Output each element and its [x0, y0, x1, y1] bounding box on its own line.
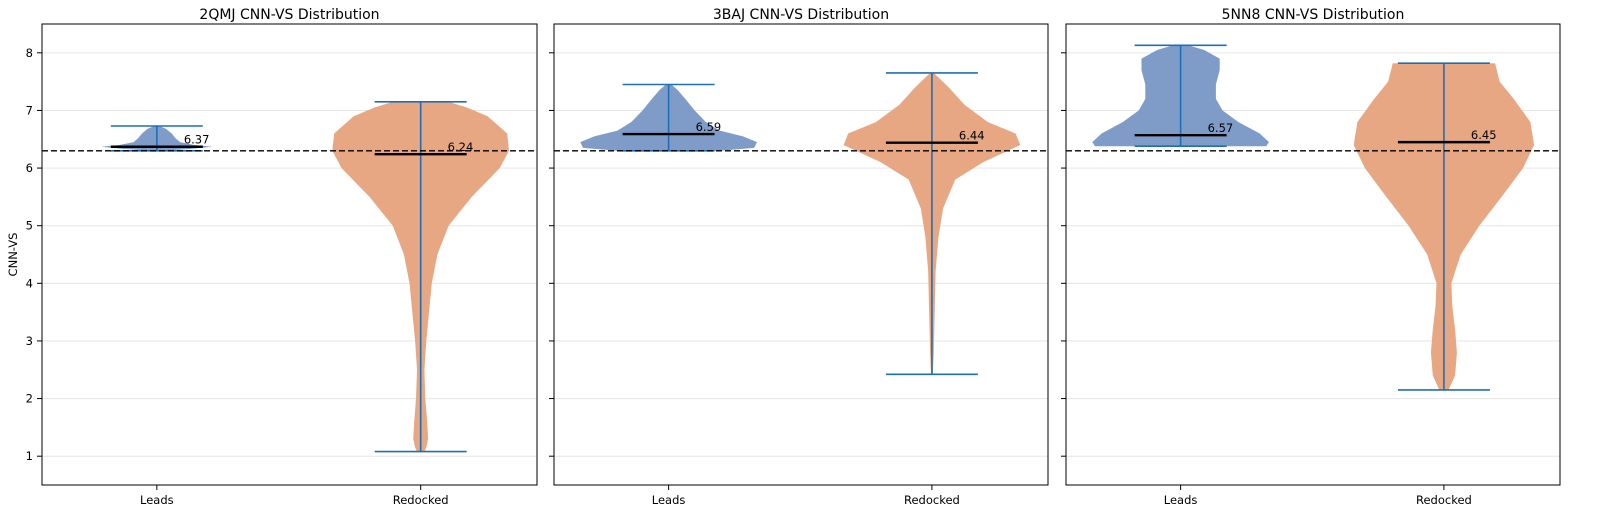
axes-frame [553, 23, 1049, 486]
panel-title: 2QMJ CNN-VS Distribution [199, 7, 379, 23]
median-value-label: 6.24 [448, 140, 474, 154]
median-value-label: 6.44 [959, 129, 985, 143]
median-value-label: 6.45 [1471, 128, 1497, 142]
y-tick-label: 3 [26, 334, 33, 348]
y-axis-label: CNN-VS [6, 233, 20, 277]
y-tick-label: 7 [26, 103, 33, 117]
median-value-label: 6.59 [696, 120, 722, 134]
y-tick-label: 8 [26, 46, 33, 60]
y-tick-label: 1 [26, 449, 33, 463]
y-tick-label: 4 [26, 276, 33, 290]
axes-frame [41, 23, 538, 486]
median-value-label: 6.37 [184, 133, 210, 147]
axes-frame [1065, 23, 1561, 486]
panel-1: 6.37 6.24 1 2 3 4 5 6 7 8 Leads Redocked 2QMJ CNN-VS… [6, 7, 538, 507]
y-tick-label: 2 [26, 392, 33, 406]
panel-title: 5NN8 CNN-VS Distribution [1222, 7, 1405, 23]
panel-2: 6.59 6.44 Leads Redocked 3BAJ CNN-VS Distrib… [549, 7, 1049, 507]
y-tick-label: 6 [26, 161, 33, 175]
panel-title: 3BAJ CNN-VS Distribution [713, 7, 889, 23]
x-tick-label: Redocked [1416, 493, 1472, 507]
x-tick-label: Leads [652, 493, 686, 507]
y-tick-label: 5 [26, 219, 33, 233]
panel-3: 6.57 6.45 Leads Redocked 5NN8 CNN-VS Distrib… [1061, 7, 1561, 507]
median-value-label: 6.57 [1208, 121, 1234, 135]
x-tick-label: Redocked [393, 493, 449, 507]
x-tick-label: Leads [140, 493, 174, 507]
x-tick-label: Redocked [904, 493, 960, 507]
x-tick-label: Leads [1164, 493, 1198, 507]
